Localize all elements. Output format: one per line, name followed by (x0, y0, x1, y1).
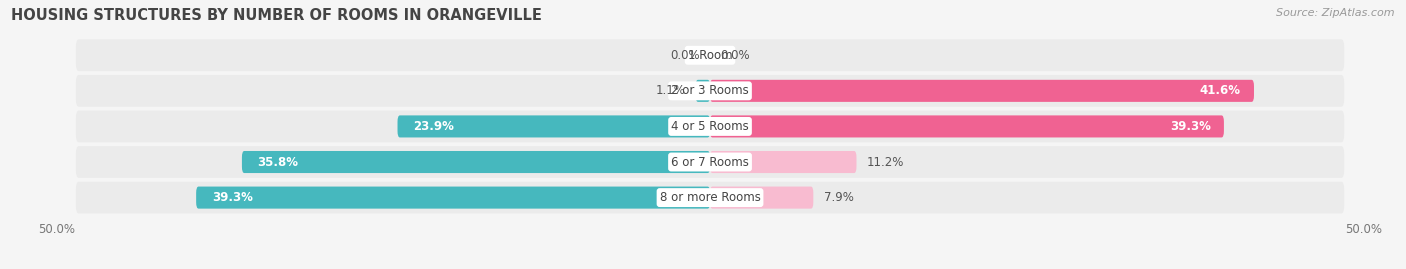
Text: 6 or 7 Rooms: 6 or 7 Rooms (671, 155, 749, 168)
Text: 0.0%: 0.0% (669, 49, 700, 62)
Text: 0.0%: 0.0% (720, 49, 751, 62)
Text: 1 Room: 1 Room (688, 49, 733, 62)
FancyBboxPatch shape (710, 151, 856, 173)
Text: 39.3%: 39.3% (212, 191, 253, 204)
Text: 4 or 5 Rooms: 4 or 5 Rooms (671, 120, 749, 133)
FancyBboxPatch shape (710, 187, 813, 209)
FancyBboxPatch shape (76, 75, 1344, 107)
FancyBboxPatch shape (197, 187, 710, 209)
Text: 2 or 3 Rooms: 2 or 3 Rooms (671, 84, 749, 97)
FancyBboxPatch shape (76, 111, 1344, 142)
Text: 35.8%: 35.8% (257, 155, 298, 168)
Text: HOUSING STRUCTURES BY NUMBER OF ROOMS IN ORANGEVILLE: HOUSING STRUCTURES BY NUMBER OF ROOMS IN… (11, 8, 543, 23)
FancyBboxPatch shape (710, 115, 1223, 137)
Text: 1.1%: 1.1% (655, 84, 685, 97)
Text: 8 or more Rooms: 8 or more Rooms (659, 191, 761, 204)
Text: 39.3%: 39.3% (1170, 120, 1211, 133)
Text: 41.6%: 41.6% (1199, 84, 1241, 97)
FancyBboxPatch shape (76, 182, 1344, 214)
Text: 11.2%: 11.2% (868, 155, 904, 168)
FancyBboxPatch shape (696, 80, 710, 102)
FancyBboxPatch shape (76, 146, 1344, 178)
Text: Source: ZipAtlas.com: Source: ZipAtlas.com (1277, 8, 1395, 18)
FancyBboxPatch shape (398, 115, 710, 137)
FancyBboxPatch shape (710, 80, 1254, 102)
FancyBboxPatch shape (76, 39, 1344, 71)
FancyBboxPatch shape (242, 151, 710, 173)
Text: 7.9%: 7.9% (824, 191, 853, 204)
Text: 23.9%: 23.9% (413, 120, 454, 133)
